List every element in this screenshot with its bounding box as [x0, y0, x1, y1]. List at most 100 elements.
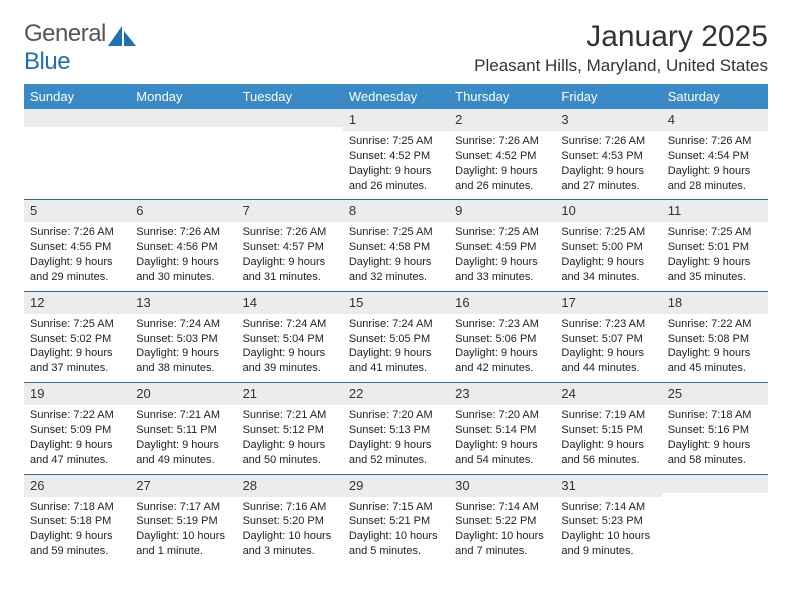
day-number: 8 [349, 203, 356, 218]
day-info: Sunrise: 7:26 AMSunset: 4:55 PMDaylight:… [24, 222, 130, 290]
day-sunrise: Sunrise: 7:20 AM [455, 408, 549, 423]
weekday-header: Wednesday [343, 84, 449, 109]
day-cell [24, 109, 130, 199]
day-day2: and 34 minutes. [561, 270, 655, 285]
day-day1: Daylight: 9 hours [349, 255, 443, 270]
day-cell [662, 475, 768, 565]
day-day2: and 41 minutes. [349, 361, 443, 376]
day-number: 26 [30, 478, 44, 493]
day-day1: Daylight: 9 hours [30, 255, 124, 270]
day-sunset: Sunset: 4:52 PM [349, 149, 443, 164]
weeks-container: 1Sunrise: 7:25 AMSunset: 4:52 PMDaylight… [24, 109, 768, 565]
day-number: 17 [561, 295, 575, 310]
day-sunset: Sunset: 4:57 PM [243, 240, 337, 255]
day-sunset: Sunset: 5:14 PM [455, 423, 549, 438]
day-day2: and 9 minutes. [561, 544, 655, 559]
day-day2: and 28 minutes. [668, 179, 762, 194]
day-info: Sunrise: 7:20 AMSunset: 5:14 PMDaylight:… [449, 405, 555, 473]
day-sunset: Sunset: 5:16 PM [668, 423, 762, 438]
day-cell: 22Sunrise: 7:20 AMSunset: 5:13 PMDayligh… [343, 383, 449, 473]
day-day1: Daylight: 9 hours [668, 164, 762, 179]
day-info: Sunrise: 7:25 AMSunset: 4:59 PMDaylight:… [449, 222, 555, 290]
brand-part1: General [24, 20, 106, 47]
day-info: Sunrise: 7:24 AMSunset: 5:04 PMDaylight:… [237, 314, 343, 382]
day-number-row: 17 [555, 292, 661, 314]
day-info: Sunrise: 7:18 AMSunset: 5:18 PMDaylight:… [24, 497, 130, 565]
day-info: Sunrise: 7:14 AMSunset: 5:22 PMDaylight:… [449, 497, 555, 565]
day-cell: 6Sunrise: 7:26 AMSunset: 4:56 PMDaylight… [130, 200, 236, 290]
day-sunset: Sunset: 5:02 PM [30, 332, 124, 347]
day-number-row: 3 [555, 109, 661, 131]
day-day1: Daylight: 9 hours [455, 255, 549, 270]
day-info [130, 127, 236, 183]
day-sunrise: Sunrise: 7:14 AM [455, 500, 549, 515]
day-day2: and 45 minutes. [668, 361, 762, 376]
day-sunset: Sunset: 5:22 PM [455, 514, 549, 529]
day-number: 11 [668, 203, 682, 218]
day-sunset: Sunset: 5:00 PM [561, 240, 655, 255]
day-sunrise: Sunrise: 7:17 AM [136, 500, 230, 515]
day-info: Sunrise: 7:21 AMSunset: 5:11 PMDaylight:… [130, 405, 236, 473]
day-number: 30 [455, 478, 469, 493]
day-sunset: Sunset: 5:15 PM [561, 423, 655, 438]
day-sunset: Sunset: 5:06 PM [455, 332, 549, 347]
day-sunrise: Sunrise: 7:18 AM [30, 500, 124, 515]
day-info [237, 127, 343, 183]
day-info: Sunrise: 7:14 AMSunset: 5:23 PMDaylight:… [555, 497, 661, 565]
day-number: 28 [243, 478, 257, 493]
day-sunrise: Sunrise: 7:26 AM [668, 134, 762, 149]
day-sunset: Sunset: 5:11 PM [136, 423, 230, 438]
day-number: 6 [136, 203, 143, 218]
day-cell: 9Sunrise: 7:25 AMSunset: 4:59 PMDaylight… [449, 200, 555, 290]
day-info [662, 493, 768, 549]
day-day1: Daylight: 9 hours [136, 255, 230, 270]
day-day2: and 26 minutes. [349, 179, 443, 194]
day-day1: Daylight: 9 hours [349, 346, 443, 361]
day-sunset: Sunset: 4:59 PM [455, 240, 549, 255]
day-day2: and 33 minutes. [455, 270, 549, 285]
day-cell: 23Sunrise: 7:20 AMSunset: 5:14 PMDayligh… [449, 383, 555, 473]
day-cell: 30 Sunrise: 7:14 AMSunset: 5:22 PMDayligh… [449, 475, 555, 565]
day-day2: and 27 minutes. [561, 179, 655, 194]
day-number: 24 [561, 386, 575, 401]
day-day1: Daylight: 9 hours [349, 164, 443, 179]
day-number-row: 4 [662, 109, 768, 131]
day-info: Sunrise: 7:19 AMSunset: 5:15 PMDaylight:… [555, 405, 661, 473]
day-cell: 18Sunrise: 7:22 AMSunset: 5:08 PMDayligh… [662, 292, 768, 382]
day-sunset: Sunset: 5:19 PM [136, 514, 230, 529]
day-sunrise: Sunrise: 7:21 AM [136, 408, 230, 423]
day-sunrise: Sunrise: 7:25 AM [561, 225, 655, 240]
day-number-row: 23 [449, 383, 555, 405]
day-number-row: 21 [237, 383, 343, 405]
day-info: Sunrise: 7:25 AMSunset: 4:52 PMDaylight:… [343, 131, 449, 199]
day-number-row [662, 475, 768, 493]
day-day1: Daylight: 9 hours [455, 346, 549, 361]
day-day1: Daylight: 9 hours [136, 346, 230, 361]
day-cell: 16Sunrise: 7:23 AMSunset: 5:06 PMDayligh… [449, 292, 555, 382]
day-sunset: Sunset: 5:07 PM [561, 332, 655, 347]
week-row: 19Sunrise: 7:22 AMSunset: 5:09 PMDayligh… [24, 383, 768, 474]
day-day1: Daylight: 9 hours [243, 438, 337, 453]
day-sunrise: Sunrise: 7:18 AM [668, 408, 762, 423]
day-number: 1 [349, 112, 356, 127]
day-cell: 26 Sunrise: 7:18 AMSunset: 5:18 PMDayligh… [24, 475, 130, 565]
day-day2: and 39 minutes. [243, 361, 337, 376]
day-day1: Daylight: 9 hours [561, 255, 655, 270]
day-number-row: 5 [24, 200, 130, 222]
day-info: Sunrise: 7:22 AMSunset: 5:08 PMDaylight:… [662, 314, 768, 382]
day-day1: Daylight: 10 hours [349, 529, 443, 544]
day-sunset: Sunset: 4:54 PM [668, 149, 762, 164]
month-title: January 2025 [474, 20, 768, 54]
day-sunset: Sunset: 5:03 PM [136, 332, 230, 347]
day-day2: and 44 minutes. [561, 361, 655, 376]
day-number: 12 [30, 295, 44, 310]
day-cell: 20Sunrise: 7:21 AMSunset: 5:11 PMDayligh… [130, 383, 236, 473]
day-info: Sunrise: 7:22 AMSunset: 5:09 PMDaylight:… [24, 405, 130, 473]
day-number: 29 [349, 478, 363, 493]
day-cell [237, 109, 343, 199]
day-number: 13 [136, 295, 150, 310]
day-sunrise: Sunrise: 7:22 AM [668, 317, 762, 332]
day-number: 7 [243, 203, 250, 218]
day-day2: and 35 minutes. [668, 270, 762, 285]
day-day2: and 52 minutes. [349, 453, 443, 468]
